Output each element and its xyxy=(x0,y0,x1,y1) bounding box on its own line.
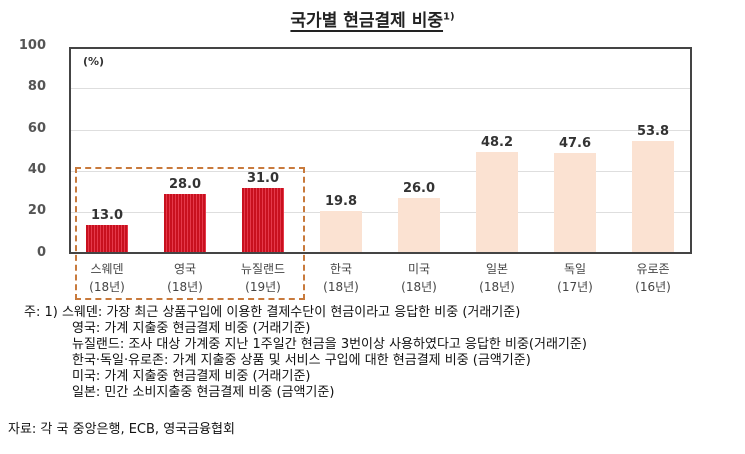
gridline-20 xyxy=(71,212,690,213)
footnote-line: 한국·독일·유로존: 가계 지출중 상품 및 서비스 구입에 대한 현금결제 비… xyxy=(72,353,531,368)
x-label-germany: 독일 (17년) xyxy=(557,262,593,294)
footnote-line: 일본: 민간 소비지출중 현금결제 비중 (금액기준) xyxy=(72,385,335,400)
footnote-line: 미국: 가계 지출중 현금결제 비중 (거래기준) xyxy=(72,369,311,384)
title-footnote-marker: 1) xyxy=(443,11,455,23)
value-label: 26.0 xyxy=(402,181,436,196)
value-label: 53.8 xyxy=(636,124,670,139)
bar-sweden xyxy=(86,225,128,252)
source-note: 자료: 각 국 중앙은행, ECB, 영국금융협회 xyxy=(8,422,235,437)
plot-area: (%) xyxy=(69,47,692,254)
bar-uk xyxy=(164,194,206,252)
value-label: 47.6 xyxy=(558,136,592,151)
bar-usa xyxy=(398,198,440,252)
bar-germany xyxy=(554,153,596,252)
footnotes: 주: 1) 스웨덴: 가장 최근 상품구입에 이용한 결제수단이 현금이라고 응… xyxy=(8,305,587,401)
bar-korea xyxy=(320,211,362,252)
x-label-sweden: 스웨덴 (18년) xyxy=(89,262,125,294)
footnote-line: 영국: 가계 지출중 현금결제 비중 (거래기준) xyxy=(72,321,311,336)
bar-newzealand xyxy=(242,188,284,252)
footnote-line: 주: 1) 스웨덴: 가장 최근 상품구입에 이용한 결제수단이 현금이라고 응… xyxy=(24,305,521,320)
y-tick-60: 60 xyxy=(27,121,46,136)
x-label-usa: 미국 (18년) xyxy=(401,262,437,294)
unit-label: (%) xyxy=(83,55,105,68)
chart-title: 국가별 현금결제 비중1) xyxy=(290,11,455,31)
gridline-60 xyxy=(71,130,690,131)
y-tick-20: 20 xyxy=(27,203,46,218)
y-tick-80: 80 xyxy=(27,79,46,94)
value-label: 19.8 xyxy=(324,194,358,209)
gridline-80 xyxy=(71,88,690,89)
x-label-newzealand: 뉴질랜드 (19년) xyxy=(240,262,286,294)
value-label: 28.0 xyxy=(168,177,202,192)
bar-eurozone xyxy=(632,141,674,252)
footnote-line: 뉴질랜드: 조사 대상 가계중 지난 1주일간 현금을 3번이상 사용하였다고 … xyxy=(72,337,587,352)
y-tick-100: 100 xyxy=(18,38,46,53)
highlight-box xyxy=(75,167,305,300)
x-label-eurozone: 유로존 (16년) xyxy=(635,262,671,294)
x-label-uk: 영국 (18년) xyxy=(167,262,203,294)
bar-japan xyxy=(476,152,518,252)
y-tick-40: 40 xyxy=(27,162,46,177)
x-label-japan: 일본 (18년) xyxy=(479,262,515,294)
value-label: 48.2 xyxy=(480,135,514,150)
y-tick-0: 0 xyxy=(36,245,46,260)
gridline-40 xyxy=(71,171,690,172)
value-label: 13.0 xyxy=(90,208,124,223)
x-label-korea: 한국 (18년) xyxy=(323,262,359,294)
value-label: 31.0 xyxy=(246,171,280,186)
